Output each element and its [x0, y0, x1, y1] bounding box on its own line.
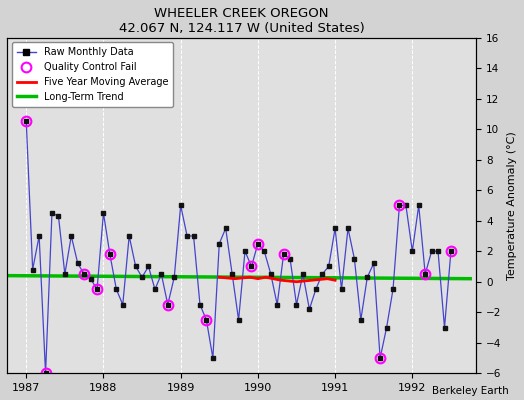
Legend: Raw Monthly Data, Quality Control Fail, Five Year Moving Average, Long-Term Tren: Raw Monthly Data, Quality Control Fail, …: [12, 42, 173, 107]
Y-axis label: Temperature Anomaly (°C): Temperature Anomaly (°C): [507, 131, 517, 280]
Text: Berkeley Earth: Berkeley Earth: [432, 386, 508, 396]
Title: WHEELER CREEK OREGON
42.067 N, 124.117 W (United States): WHEELER CREEK OREGON 42.067 N, 124.117 W…: [119, 7, 365, 35]
